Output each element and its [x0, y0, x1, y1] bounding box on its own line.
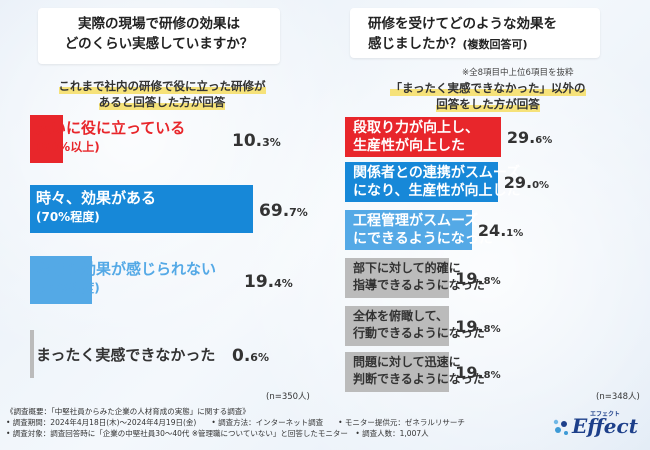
left-bar-1 [30, 185, 254, 233]
right-question-line-2: 感じましたか？(複数回答可) [368, 34, 600, 55]
right-bar-label-4: 全体を俯瞰して、 行動できるようになった [353, 309, 485, 340]
right-subtitle: 「まったく実感できなかった」以外の 回答をした方が回答 [378, 80, 598, 112]
right-question-main: 感じましたか？ [368, 36, 463, 52]
left-bar-label-2: あまり効果が感じられない (50%程度) [36, 260, 217, 295]
right-bar-label-5: 問題に対して迅速に 判断できるようになった [353, 355, 485, 386]
right-bar-label-0: 段取り力が向上し、 生産性が向上した [353, 120, 479, 154]
left-value-0: 10.3% [232, 131, 281, 151]
footer-line-3: • 調査対象：調査回答時に「企業の中堅社員30～40代 ※管理職についていない」… [6, 429, 429, 438]
left-n-label: (n=350人) [266, 392, 310, 402]
right-bar-4 [345, 306, 450, 346]
right-value-0: 29.6% [506, 128, 553, 147]
left-value-3: 0.6% [232, 346, 269, 366]
left-subtitle-line-2: あると回答した方が回答 [98, 94, 226, 110]
right-bar-2 [345, 210, 472, 250]
right-value-3: 19.8% [455, 269, 501, 288]
left-subtitle: これまで社内の研修で役に立った研修が あると回答した方が回答 [52, 78, 272, 110]
left-bar-label-0: 大いに役に立っている (90%以上) [36, 119, 186, 154]
right-value-5: 19.8% [455, 363, 501, 382]
right-question-line-1: 研修を受けてどのような効果を [368, 16, 557, 32]
left-question-box: 実際の現場で研修の効果は どのくらい実感していますか？ [38, 8, 280, 64]
left-bar-3 [30, 330, 34, 378]
right-n-label: (n=348人) [596, 392, 640, 402]
left-bar-2 [30, 256, 93, 304]
right-bar-5 [345, 352, 450, 392]
right-question-small: (複数回答可) [462, 38, 528, 51]
footer-line-2: • 調査期間：2024年4月18日(木)～2024年4月19日(金) • 調査方… [6, 418, 465, 427]
left-value-1: 69.7% [259, 201, 308, 221]
logo-text: Effect [572, 414, 638, 438]
right-note: ※全8項目中上位6項目を抜粋 [462, 68, 574, 78]
survey-footer: 《調査概要：「中堅社員からみた企業の人材育成の実態」に関する調査》 • 調査期間… [6, 406, 465, 439]
left-bar-label-3: まったく実感できなかった [36, 346, 216, 364]
left-question-line-2: どのくらい実感していますか？ [64, 36, 254, 52]
right-bar-1 [345, 162, 498, 202]
right-bar-3 [345, 258, 450, 298]
right-bar-label-2: 工程管理がスムーズ にできるようになった [353, 213, 493, 247]
right-value-4: 19.8% [455, 317, 501, 336]
left-subtitle-line-1: これまで社内の研修で役に立った研修が [58, 78, 266, 94]
right-subtitle-line-2: 回答をした方が回答 [436, 96, 540, 112]
left-question-line-1: 実際の現場で研修の効果は [78, 16, 240, 32]
right-value-2: 24.1% [477, 221, 524, 240]
left-bar-0 [30, 115, 63, 163]
right-bar-0 [345, 117, 501, 157]
logo-kana: エフェクト [590, 411, 621, 418]
effect-logo-icon [553, 419, 568, 435]
right-question-box: 研修を受けてどのような効果を 感じましたか？(複数回答可) [350, 8, 600, 58]
left-value-2: 19.4% [244, 272, 293, 292]
footer-line-1: 《調査概要：「中堅社員からみた企業の人材育成の実態」に関する調査》 [6, 407, 250, 416]
right-subtitle-line-1: 「まったく実感できなかった」以外の [390, 80, 586, 96]
left-bar-label-1: 時々、効果がある (70%程度) [36, 189, 157, 224]
right-value-1: 29.0% [503, 173, 550, 192]
right-bar-label-1: 関係者との連携がスムーズ になり、生産性が向上した [353, 165, 521, 199]
right-bar-label-3: 部下に対して的確に 指導できるようになった [353, 261, 485, 292]
